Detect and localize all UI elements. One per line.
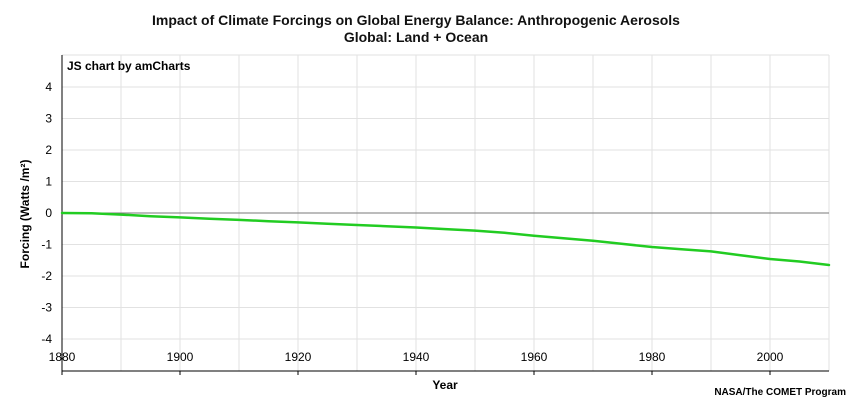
y-tick-label: 3 <box>45 112 52 126</box>
y-tick-label: -1 <box>41 238 52 252</box>
amcharts-watermark[interactable]: JS chart by amCharts <box>67 59 191 73</box>
x-tick-label: 1900 <box>167 350 194 364</box>
x-tick-label: 2000 <box>757 350 784 364</box>
y-tick-label: 1 <box>45 175 52 189</box>
x-tick-label: 1920 <box>285 350 312 364</box>
x-axis-label: Year <box>432 378 458 392</box>
y-tick-label: -3 <box>41 301 52 315</box>
x-tick-label: 1880 <box>49 350 76 364</box>
x-axis-ticks: 1880 1900 1920 1940 1960 1980 2000 <box>49 350 784 375</box>
source-credit: NASA/The COMET Program <box>714 387 846 398</box>
y-axis-label: Forcing (Watts /m²) <box>18 160 32 269</box>
y-tick-label: 0 <box>45 206 52 220</box>
y-tick-label: 2 <box>45 143 52 157</box>
chart-subtitle: Global: Land + Ocean <box>344 29 488 45</box>
y-tick-label: -4 <box>41 332 52 346</box>
x-tick-label: 1980 <box>639 350 666 364</box>
y-tick-label: -2 <box>41 269 52 283</box>
chart-title: Impact of Climate Forcings on Global Ene… <box>152 12 680 28</box>
x-tick-label: 1960 <box>521 350 548 364</box>
series-group <box>60 211 831 267</box>
y-tick-label: 4 <box>45 80 52 94</box>
y-axis-ticks: 4 3 2 1 0 -1 -2 -3 -4 <box>41 80 52 346</box>
x-tick-label: 1940 <box>403 350 430 364</box>
series-line <box>60 211 831 267</box>
